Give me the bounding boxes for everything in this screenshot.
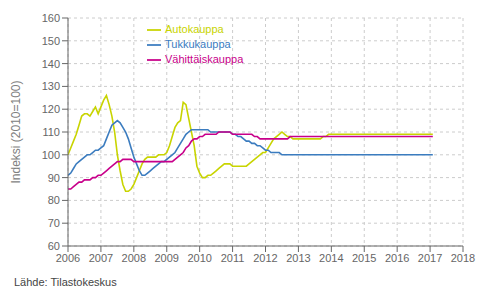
- svg-text:2016: 2016: [385, 252, 409, 264]
- html-text:Tukkukauppa: Tukkukauppa: [165, 38, 231, 51]
- svg-text:2009: 2009: [155, 252, 179, 264]
- svg-text:2013: 2013: [286, 252, 310, 264]
- svg-text:2006: 2006: [56, 252, 80, 264]
- svg-text:2012: 2012: [253, 252, 277, 264]
- svg-text:2014: 2014: [319, 252, 343, 264]
- svg-text:110: 110: [42, 126, 60, 138]
- svg-text:130: 130: [42, 80, 60, 92]
- svg-text:2008: 2008: [122, 252, 146, 264]
- svg-text:Indeksi (2010=100): Indeksi (2010=100): [9, 80, 23, 183]
- svg-text:2015: 2015: [352, 252, 376, 264]
- svg-text:90: 90: [48, 172, 60, 184]
- svg-text:2017: 2017: [418, 252, 442, 264]
- svg-text:100: 100: [42, 149, 60, 161]
- svg-text:2007: 2007: [89, 252, 113, 264]
- svg-text:160: 160: [42, 12, 60, 24]
- html-text:Autokauppa: Autokauppa: [165, 23, 224, 35]
- svg-text:2011: 2011: [221, 252, 245, 264]
- svg-text:80: 80: [48, 194, 60, 206]
- svg-text:140: 140: [42, 58, 60, 70]
- svg-text:120: 120: [42, 103, 60, 115]
- svg-text:70: 70: [48, 217, 60, 229]
- html-text:Vähittäiskauppa: Vähittäiskauppa: [165, 53, 244, 66]
- svg-text:2010: 2010: [187, 252, 211, 264]
- svg-text:2018: 2018: [451, 252, 475, 264]
- svg-text:60: 60: [48, 240, 60, 252]
- html-text:Lähde: Tilastokeskus: Lähde: Tilastokeskus: [14, 276, 117, 288]
- svg-text:150: 150: [42, 35, 60, 47]
